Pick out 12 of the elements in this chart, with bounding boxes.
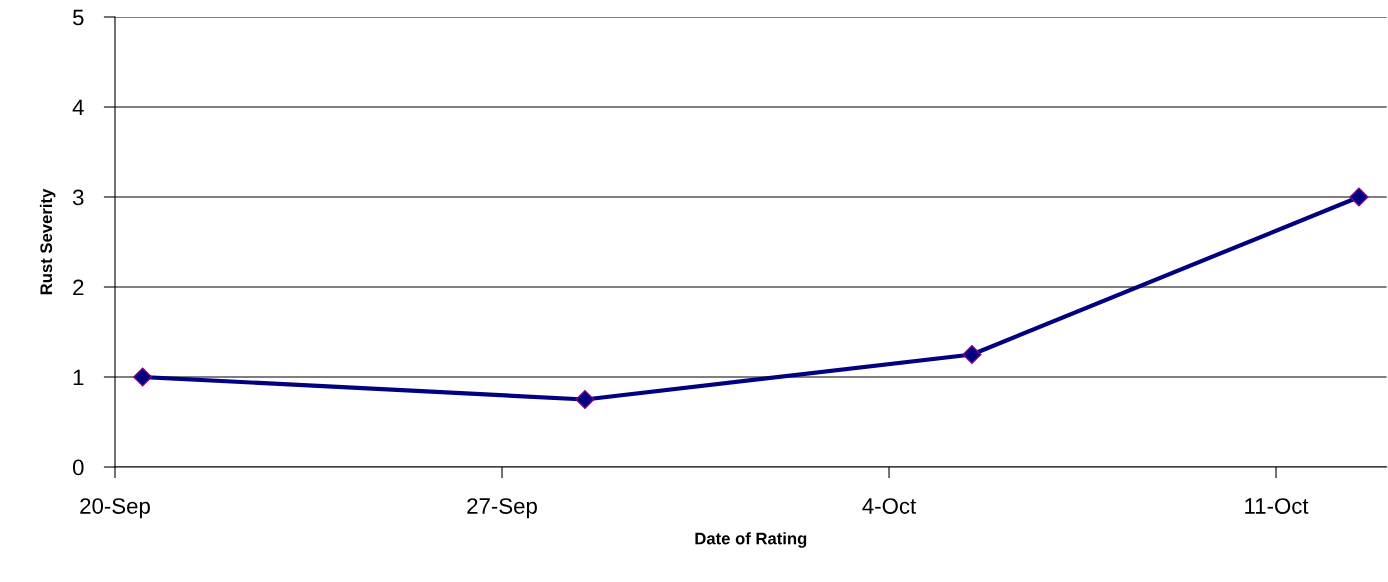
y-tick-label: 0 xyxy=(72,459,84,476)
x-tick-label: 4-Oct xyxy=(862,498,917,514)
x-axis-title: Date of Rating xyxy=(695,532,807,548)
x-tick-label: 27-Sep xyxy=(467,498,537,519)
y-tick-label: 3 xyxy=(72,189,84,206)
y-tick-label: 4 xyxy=(72,99,84,116)
y-tick-label: 1 xyxy=(73,369,84,386)
y-tick-label: 2 xyxy=(73,279,84,296)
x-tick-label: 11-Oct xyxy=(1245,498,1309,514)
y-tick-label: 5 xyxy=(72,9,84,26)
y-axis-title: Rust Severity xyxy=(39,188,56,295)
x-tick-label: 20-Sep xyxy=(80,498,150,519)
